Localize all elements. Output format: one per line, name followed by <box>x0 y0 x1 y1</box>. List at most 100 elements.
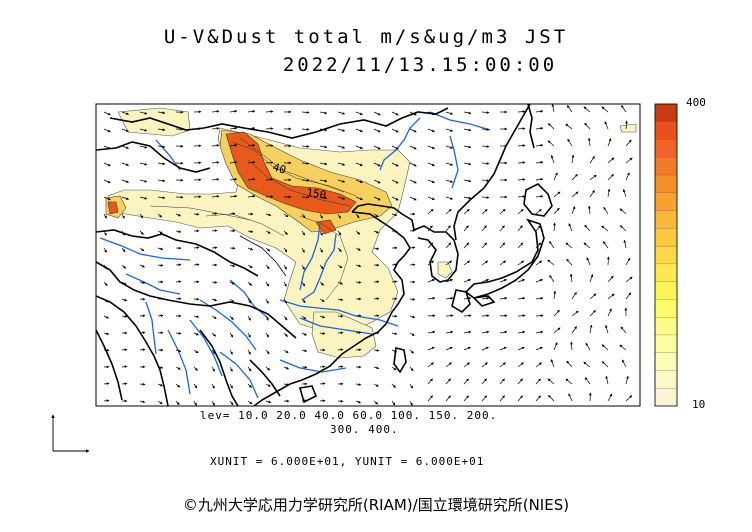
wind-vector <box>211 212 218 216</box>
wind-vector <box>517 279 526 283</box>
wind-vector <box>211 178 220 181</box>
wind-vector <box>175 280 182 284</box>
wind-vector <box>571 206 576 215</box>
wind-vector <box>355 314 362 318</box>
wind-vector <box>355 331 362 335</box>
wind-vector <box>601 106 609 113</box>
wind-vector <box>589 174 597 181</box>
wind-vector <box>517 296 526 300</box>
wind-vector <box>463 395 469 402</box>
wind-vector <box>175 400 180 406</box>
wind-vector <box>463 279 472 283</box>
wind-vector <box>535 378 541 385</box>
wind-vector <box>481 179 490 182</box>
wind-vector <box>391 263 398 267</box>
wind-vector <box>139 162 148 166</box>
wind-vector <box>625 172 630 181</box>
wind-vector <box>229 194 238 198</box>
wind-vector <box>211 110 220 113</box>
wind-vector <box>121 213 125 219</box>
wind-vector <box>409 179 417 184</box>
colorbar-swatch <box>654 281 678 300</box>
wind-vector <box>409 145 417 150</box>
wind-vector <box>373 162 381 167</box>
wind-vector <box>337 128 346 132</box>
wind-vector <box>373 314 380 318</box>
wind-vector <box>585 342 591 351</box>
wind-vector <box>565 378 573 385</box>
wind-vector <box>355 145 363 150</box>
wind-vector <box>427 128 435 133</box>
wind-vector <box>589 274 594 283</box>
wind-vector <box>265 144 274 147</box>
wind-vector <box>445 225 451 232</box>
wind-vector <box>409 366 414 372</box>
colorbar-swatch <box>654 210 678 229</box>
wind-vector <box>229 212 236 216</box>
wind-vector <box>517 314 526 318</box>
wind-vector <box>535 314 544 318</box>
wind-vector <box>373 366 380 370</box>
wind-vector <box>535 296 544 300</box>
wind-vector <box>589 309 596 317</box>
wind-vector <box>211 332 217 337</box>
wind-vector <box>355 383 362 386</box>
colorbar-swatch <box>654 174 678 194</box>
wind-vector <box>265 332 269 338</box>
wind-vector <box>445 242 452 249</box>
wind-vector <box>283 332 288 337</box>
wind-vector <box>427 196 435 201</box>
wind-vector <box>265 110 274 113</box>
wind-vector <box>319 399 326 403</box>
wind-vector <box>517 260 525 266</box>
wind-vector <box>265 400 272 404</box>
wind-vector <box>283 264 287 270</box>
wind-vector <box>247 298 252 304</box>
wind-vector <box>247 110 256 113</box>
wind-vector <box>247 195 256 198</box>
wind-vector <box>301 281 306 287</box>
wind-vector <box>301 298 306 304</box>
wind-vector <box>445 279 454 283</box>
wind-vector <box>445 145 454 149</box>
wind-vector <box>247 144 256 147</box>
wind-vector <box>139 179 148 183</box>
wind-vector <box>463 330 472 334</box>
wind-vector <box>283 230 288 235</box>
wind-vector <box>481 111 490 114</box>
wind-vector <box>229 349 233 355</box>
wind-vector <box>103 145 111 150</box>
wind-vector <box>535 346 543 351</box>
colorbar-swatch <box>654 263 678 283</box>
wind-vector <box>445 128 454 132</box>
wind-vector <box>603 206 609 215</box>
wind-vector <box>391 128 399 133</box>
wind-vector <box>211 246 218 250</box>
wind-vector <box>193 315 200 318</box>
wind-vector <box>301 213 306 219</box>
wind-vector <box>301 247 305 253</box>
wind-vector <box>337 179 346 183</box>
wind-vector <box>535 242 542 249</box>
wind-vector <box>373 230 380 234</box>
wind-vector <box>391 349 398 353</box>
wind-vector <box>625 257 631 266</box>
wind-vector <box>121 111 130 115</box>
wind-vector <box>157 213 163 218</box>
wind-vector <box>139 196 148 200</box>
colorbar-min-label: 10 <box>692 398 706 411</box>
wind-vector <box>373 213 379 218</box>
wind-vector <box>427 111 435 116</box>
wind-vector <box>607 275 614 283</box>
wind-vector <box>463 296 472 300</box>
wind-vector <box>247 383 252 388</box>
wind-vector <box>463 208 470 215</box>
wind-vector <box>139 145 148 149</box>
colorbar-swatch <box>654 245 678 265</box>
wind-vector <box>535 330 544 334</box>
wind-vector <box>625 157 633 164</box>
wind-vector <box>175 297 182 301</box>
wind-vector <box>427 145 435 150</box>
wind-vector <box>301 315 307 320</box>
